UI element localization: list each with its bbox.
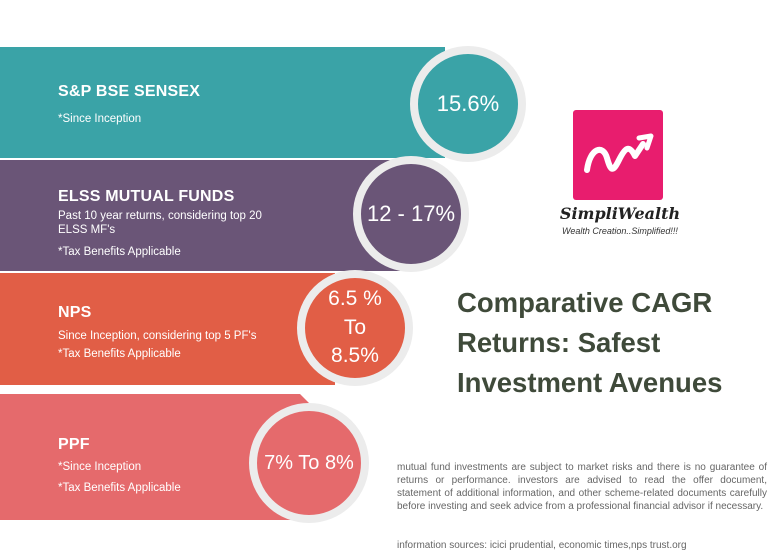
- sources-text: information sources: icici prudential, e…: [397, 540, 687, 551]
- band-note: Since Inception, considering top 5 PF's: [58, 330, 257, 342]
- return-value: 7% To 8%: [264, 451, 354, 474]
- band-note: *Since Inception: [58, 113, 142, 125]
- title-line: Returns: Safest: [457, 327, 661, 358]
- band-elss: ELSS MUTUAL FUNDS Past 10 year returns, …: [0, 160, 400, 271]
- return-badge-nps: 6.5 % To 8.5%: [297, 270, 413, 386]
- band-note: *Tax Benefits Applicable: [58, 348, 181, 360]
- band-title: NPS: [58, 304, 92, 321]
- brand-tagline: Wealth Creation..Simplified!!!: [562, 226, 678, 236]
- disclaimer-text: mutual fund investments are subject to m…: [397, 462, 767, 512]
- band-note: *Tax Benefits Applicable: [58, 246, 181, 258]
- band-sensex: S&P BSE SENSEX *Since Inception: [0, 47, 445, 158]
- return-value-line: 6.5 %: [328, 287, 382, 311]
- simpliwealth-logo-icon: [573, 110, 663, 200]
- brand-name: SimpliWealth: [559, 204, 681, 223]
- band-title: S&P BSE SENSEX: [58, 83, 201, 100]
- title-line: Comparative CAGR: [457, 287, 713, 318]
- return-value-line: 8.5%: [331, 344, 379, 368]
- band-note: *Tax Benefits Applicable: [58, 482, 181, 494]
- return-badge-elss: 12 - 17%: [353, 156, 469, 272]
- band-note: ELSS MF's: [58, 224, 116, 236]
- page-title: Comparative CAGR Returns: Safest Investm…: [457, 283, 762, 403]
- band-note: Past 10 year returns, considering top 20: [58, 210, 262, 222]
- return-value: 12 - 17%: [366, 201, 456, 227]
- return-value-line: To: [343, 315, 367, 339]
- band-title: PPF: [58, 436, 90, 453]
- title-line: Investment Avenues: [457, 367, 723, 398]
- band-title: ELSS MUTUAL FUNDS: [58, 188, 235, 205]
- return-badge-sensex: 15.6%: [410, 46, 526, 162]
- return-badge-ppf: 7% To 8%: [249, 403, 369, 523]
- band-note: *Since Inception: [58, 461, 142, 473]
- return-value: 15.6%: [436, 91, 500, 117]
- band-nps: NPS Since Inception, considering top 5 P…: [0, 273, 335, 385]
